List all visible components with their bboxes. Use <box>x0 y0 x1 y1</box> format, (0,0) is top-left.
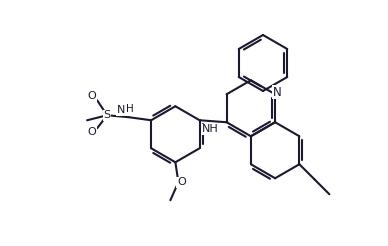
Text: O: O <box>177 177 186 187</box>
Text: N: N <box>117 105 125 115</box>
Text: O: O <box>88 127 97 137</box>
Text: O: O <box>88 91 97 101</box>
Text: H: H <box>126 104 134 114</box>
Text: S: S <box>104 110 111 120</box>
Text: NH: NH <box>202 124 218 134</box>
Text: N: N <box>273 86 282 99</box>
